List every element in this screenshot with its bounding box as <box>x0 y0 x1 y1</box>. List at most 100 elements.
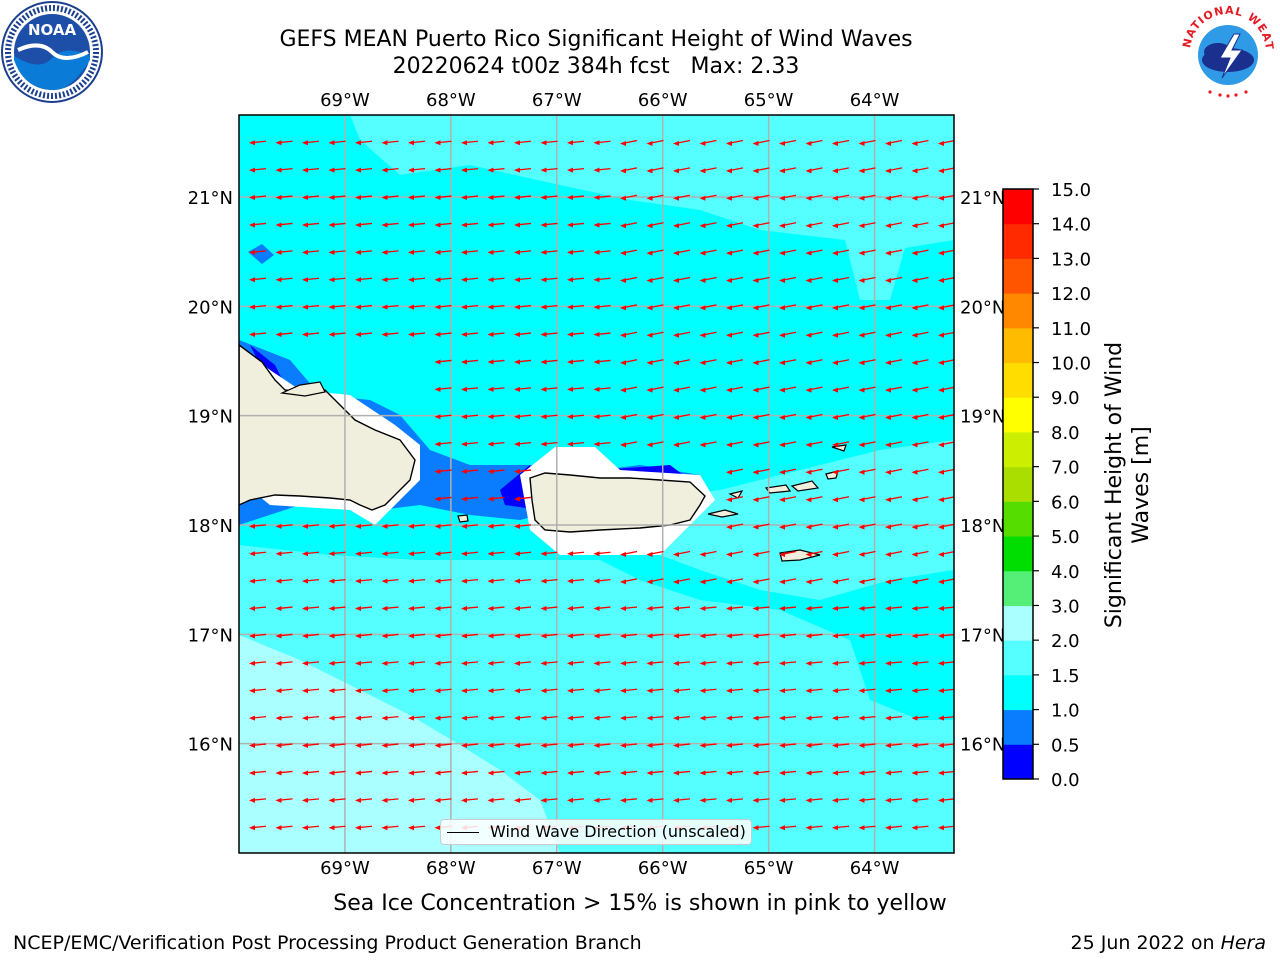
wind-arrow <box>726 523 744 530</box>
wind-arrow <box>620 550 638 557</box>
wind-arrow <box>938 386 954 393</box>
wind-arrow <box>699 249 717 256</box>
wind-arrow <box>752 743 770 749</box>
wind-arrow <box>832 413 850 420</box>
wind-arrow <box>249 743 267 749</box>
wind-arrow <box>514 277 532 283</box>
wind-arrow <box>673 413 691 420</box>
wind-arrow <box>673 331 691 338</box>
wind-arrow <box>858 550 876 557</box>
wind-arrow <box>487 688 505 694</box>
wind-arrow <box>832 770 850 776</box>
wind-arrow <box>434 660 452 666</box>
lat-label-right: 21°N <box>960 188 1005 209</box>
wind-arrow <box>646 660 664 666</box>
wind-arrow <box>832 496 850 503</box>
wind-arrow <box>434 249 452 255</box>
wind-arrow <box>726 578 744 585</box>
wind-arrow <box>487 770 505 776</box>
lon-label-bottom: 69°W <box>320 858 370 879</box>
wind-arrow <box>858 825 876 831</box>
wind-arrow <box>911 249 929 256</box>
wind-arrow <box>699 276 717 283</box>
wind-arrow <box>699 660 717 666</box>
footer-date: 25 Jun 2022 on Hera <box>1071 931 1267 955</box>
legend-line-sample <box>447 832 479 833</box>
wind-arrow <box>726 359 744 366</box>
lat-label-right: 20°N <box>960 297 1005 318</box>
wind-arrow <box>673 550 691 557</box>
wind-arrow <box>620 139 638 146</box>
colorbar-tick-label: 4.0 <box>1051 562 1080 583</box>
wind-arrow <box>858 331 876 338</box>
wind-arrow <box>726 660 744 666</box>
wind-arrow <box>805 688 823 694</box>
wind-arrow <box>461 551 479 557</box>
colorbar-segment <box>1003 709 1033 745</box>
wind-arrow <box>461 469 479 475</box>
wind-arrow <box>408 578 426 584</box>
wind-arrow <box>275 551 293 557</box>
colorbar: 0.0 0.5 1.0 1.5 2.0 3.0 4.0 5.0 6.0 7.0 8.0 9.0 10.0… <box>1002 180 1091 791</box>
wind-arrow <box>249 249 267 255</box>
wind-arrow <box>885 441 903 448</box>
wind-arrow <box>487 195 505 201</box>
wind-arrow <box>938 770 954 776</box>
wind-arrow <box>249 523 267 529</box>
wind-arrow <box>381 797 399 803</box>
wind-arrow <box>514 249 532 255</box>
wind-arrow <box>620 359 638 366</box>
wind-arrow <box>938 414 954 420</box>
wind-arrow <box>699 715 717 721</box>
wind-arrow <box>885 770 903 776</box>
wind-arrow <box>885 359 903 366</box>
wind-arrow <box>673 386 691 393</box>
wind-arrow <box>911 797 929 803</box>
wind-arrow <box>593 441 611 447</box>
wind-arrow <box>726 386 744 393</box>
wind-arrow <box>381 167 399 173</box>
wind-arrow <box>487 797 505 803</box>
wind-arrow <box>514 195 532 201</box>
wind-arrow <box>328 140 346 146</box>
wind-arrow <box>514 743 532 749</box>
colorbar-segment <box>1003 674 1033 711</box>
wind-arrow <box>567 441 585 447</box>
wind-arrow <box>858 139 876 146</box>
wind-arrow <box>752 441 770 448</box>
wind-arrow <box>249 551 267 557</box>
wind-arrow <box>434 606 452 612</box>
wind-arrow <box>567 277 585 283</box>
wind-arrow <box>885 606 903 612</box>
wind-arrow <box>461 304 479 310</box>
wind-arrow <box>673 770 691 776</box>
wind-arrow <box>540 249 558 255</box>
wind-arrow <box>249 797 267 803</box>
wind-arrow <box>673 578 691 585</box>
legend: Wind Wave Direction (unscaled) <box>440 819 752 845</box>
wind-arrow <box>487 332 505 338</box>
wind-arrow <box>779 496 797 503</box>
wind-arrow <box>381 578 399 584</box>
wind-wave-arrows <box>249 139 954 831</box>
wind-arrow <box>885 523 903 530</box>
wind-arrow <box>249 770 267 776</box>
wind-arrow <box>620 606 638 612</box>
wind-arrow <box>275 222 293 228</box>
wind-arrow <box>461 633 479 639</box>
wind-arrow <box>752 578 770 585</box>
wind-arrow <box>408 797 426 803</box>
wind-arrow <box>858 743 876 749</box>
land-tortola <box>790 480 820 492</box>
lat-label-left: 21°N <box>188 188 233 209</box>
land-anegada <box>831 444 847 452</box>
land-puerto-rico <box>529 472 706 533</box>
wind-arrow <box>673 139 691 146</box>
wind-arrow <box>461 660 479 666</box>
wind-arrow <box>408 606 426 612</box>
wind-arrow <box>355 825 373 831</box>
wind-arrow <box>567 249 585 255</box>
wind-arrow <box>885 825 903 831</box>
colorbar-tick-label: 1.0 <box>1051 701 1080 722</box>
wind-arrow <box>355 578 373 584</box>
